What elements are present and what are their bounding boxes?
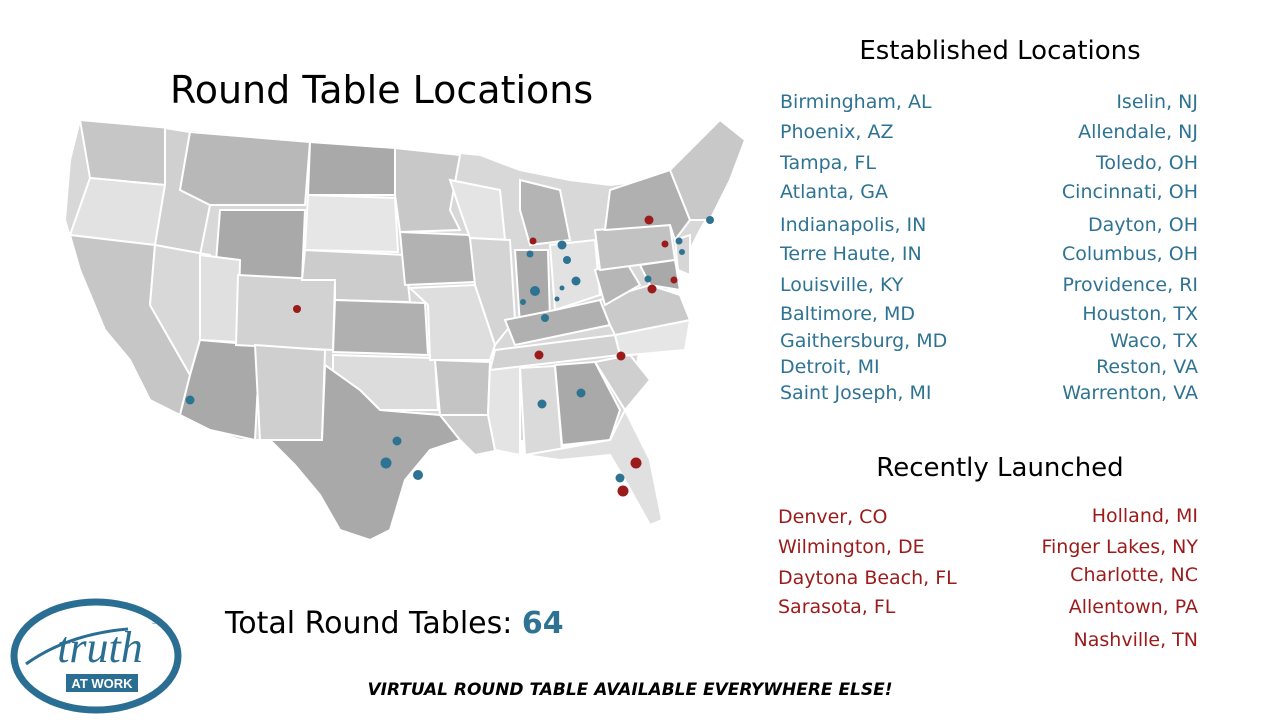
- page-title: Round Table Locations: [170, 68, 594, 112]
- established-location: Dayton, OH: [1088, 214, 1198, 236]
- location-dot: [559, 285, 565, 291]
- established-location: Birmingham, AL: [780, 91, 932, 113]
- location-dot: [534, 350, 544, 360]
- state-nd: [306, 140, 396, 196]
- recent-location: Denver, CO: [778, 506, 888, 528]
- location-dot: [537, 399, 547, 409]
- state-la: [437, 414, 502, 457]
- state-oh: [548, 238, 602, 312]
- state-ks: [331, 298, 430, 357]
- recent-location: Nashville, TN: [1073, 629, 1198, 651]
- location-dot: [529, 237, 537, 245]
- state-mn: [394, 146, 462, 234]
- established-location: Providence, RI: [1062, 274, 1198, 296]
- location-dot: [526, 250, 534, 258]
- established-location: Detroit, MI: [780, 356, 880, 378]
- established-location: Baltimore, MD: [780, 303, 916, 325]
- established-location: Iselin, NJ: [1116, 91, 1198, 113]
- recent-location: Sarasota, FL: [778, 596, 896, 618]
- total-round-tables: Total Round Tables: 64: [225, 606, 564, 641]
- established-location: Louisville, KY: [780, 274, 904, 296]
- us-map: [63, 118, 747, 542]
- state-co: [234, 273, 337, 352]
- location-dot: [392, 436, 402, 446]
- established-location: Columbus, OH: [1061, 243, 1198, 265]
- location-dot: [557, 240, 567, 250]
- location-dot: [617, 485, 629, 497]
- state-ut: [199, 253, 242, 344]
- state-ga: [553, 360, 622, 447]
- established-location: Atlanta, GA: [780, 181, 888, 203]
- location-dots: [185, 215, 714, 497]
- location-dot: [563, 256, 571, 264]
- recent-location: Holland, MI: [1091, 505, 1198, 527]
- state-il: [468, 236, 517, 348]
- established-location: Indianapolis, IN: [780, 214, 927, 236]
- location-dot: [380, 457, 392, 469]
- state-fl: [524, 407, 664, 527]
- recent-location: Wilmington, DE: [778, 536, 925, 558]
- location-dot: [647, 284, 657, 294]
- location-dot: [644, 215, 654, 225]
- logo-main-text: truth: [57, 623, 143, 672]
- location-dot: [185, 395, 195, 405]
- recent-location: Finger Lakes, NY: [1041, 536, 1198, 558]
- recent-location: Allentown, PA: [1068, 596, 1198, 618]
- location-dot: [670, 276, 678, 284]
- location-dot: [541, 314, 549, 322]
- location-dot: [661, 240, 669, 248]
- established-location: Houston, TX: [1082, 303, 1198, 325]
- state-mt: [178, 130, 312, 206]
- location-dot: [576, 388, 586, 398]
- logo-sub-text: AT WORK: [71, 676, 133, 691]
- total-label: Total Round Tables:: [225, 606, 513, 641]
- location-dot: [293, 305, 301, 313]
- established-location: Tampa, FL: [780, 152, 876, 174]
- total-value: 64: [521, 606, 564, 641]
- state-nj: [673, 233, 691, 277]
- recent-heading: Recently Launched: [876, 453, 1124, 483]
- established-location: Reston, VA: [1096, 356, 1198, 378]
- state-new-england: [668, 118, 747, 221]
- state-ar: [433, 358, 492, 416]
- state-ms: [486, 364, 521, 457]
- location-dot: [520, 299, 526, 305]
- location-dot: [413, 470, 423, 480]
- location-dot: [615, 473, 625, 483]
- established-location: Allendale, NJ: [1078, 121, 1198, 143]
- virtual-notice: VIRTUAL ROUND TABLE AVAILABLE EVERYWHERE…: [367, 680, 893, 700]
- state-mi: [519, 178, 572, 247]
- location-dot: [644, 275, 652, 283]
- location-dot: [530, 286, 540, 296]
- state-tx: [267, 363, 462, 542]
- state-nm: [253, 343, 327, 441]
- established-location: Phoenix, AZ: [780, 121, 894, 143]
- established-location: Waco, TX: [1110, 330, 1198, 352]
- logo-mark: SM: [152, 620, 161, 626]
- established-location: Saint Joseph, MI: [780, 382, 932, 404]
- location-dot: [679, 249, 685, 255]
- established-location: Warrenton, VA: [1062, 382, 1198, 404]
- established-location: Gaithersburg, MD: [780, 330, 948, 352]
- location-dot: [675, 237, 683, 245]
- location-dot: [571, 276, 581, 286]
- state-sd: [303, 193, 400, 254]
- location-dot: [616, 351, 626, 361]
- established-location: Cincinnati, OH: [1061, 181, 1198, 203]
- recent-location: Charlotte, NC: [1070, 564, 1198, 586]
- recent-location: Daytona Beach, FL: [778, 567, 957, 589]
- truth-at-work-logo: truth AT WORK SM: [10, 598, 182, 714]
- established-location: Toledo, OH: [1096, 152, 1198, 174]
- location-dot: [554, 296, 560, 302]
- state-ia: [398, 230, 477, 287]
- established-location: Terre Haute, IN: [780, 243, 922, 265]
- location-dot: [706, 216, 714, 224]
- state-wa: [78, 118, 172, 187]
- location-dot: [630, 457, 642, 469]
- established-heading: Established Locations: [859, 36, 1141, 66]
